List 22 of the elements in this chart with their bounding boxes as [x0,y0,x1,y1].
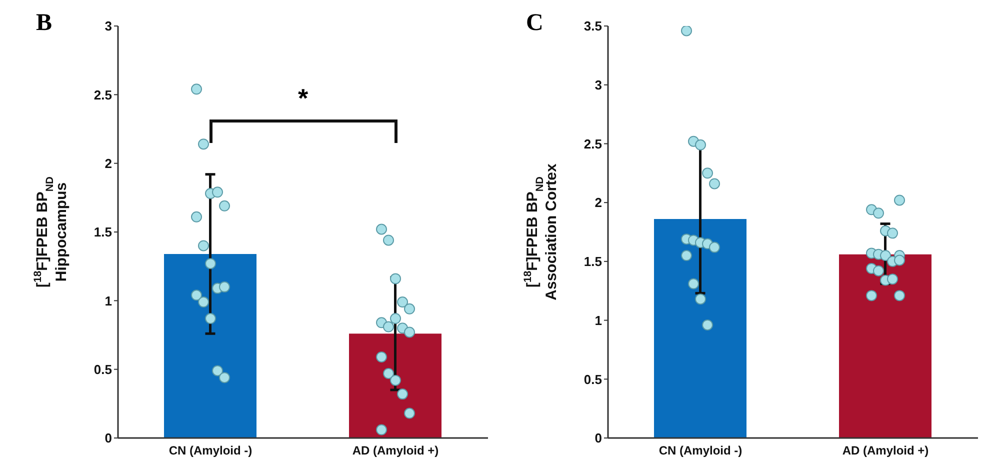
y-tick-label: 3 [594,77,602,92]
y-tick-label: 1.5 [584,254,602,270]
y-tick-label: 2.5 [94,87,112,102]
y-tick-label: 0 [594,430,602,446]
y-tick-label: 0.5 [94,362,112,377]
x-tick-label: CN (Amyloid -) [168,444,252,458]
chart-title: B [36,10,52,37]
x-tick-label: AD (Amyloid +) [352,444,439,458]
y-tick-label: 1 [104,293,112,308]
y-tick-label: 3 [104,18,112,34]
y-tick-label: 3.5 [584,18,602,34]
y-tick-label: 0 [104,430,112,446]
chart-title: C [526,10,544,37]
y-tick-label: 2.5 [584,136,602,152]
x-tick-label: CN (Amyloid -) [658,444,742,458]
y-tick-label: 1 [594,312,602,328]
y-tick-label: 0.5 [584,372,602,387]
y-tick-label: 1.5 [94,224,112,240]
x-tick-label: AD (Amyloid +) [842,444,929,458]
y-tick-label: 2 [104,156,112,171]
annotation: * [296,82,310,114]
y-tick-label: 2 [594,195,602,210]
